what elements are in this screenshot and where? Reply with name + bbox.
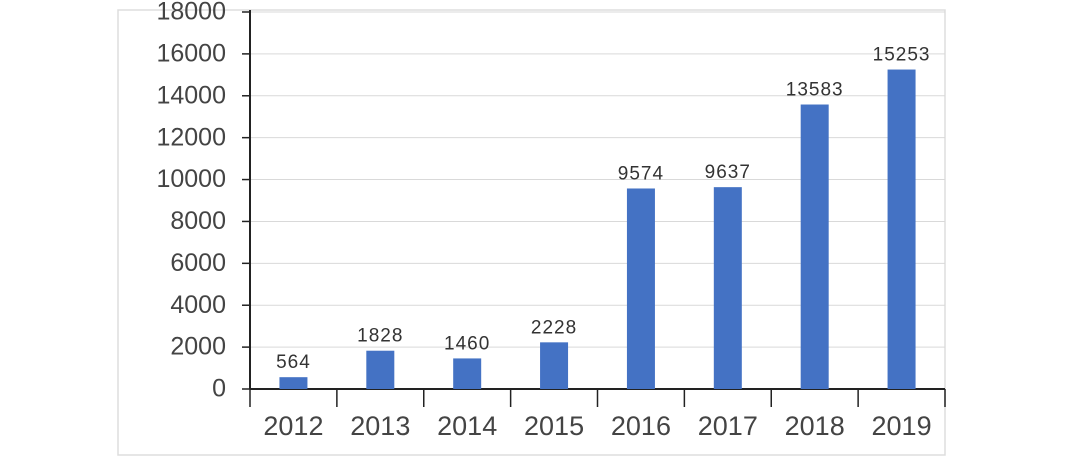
bar [887, 69, 916, 389]
data-label: 2228 [531, 317, 577, 338]
bar [453, 358, 482, 389]
x-tick-label: 2018 [785, 411, 845, 441]
bar [540, 342, 569, 389]
data-label: 15253 [873, 45, 931, 66]
data-label: 9637 [705, 162, 751, 183]
x-tick-label: 2014 [437, 411, 497, 441]
x-tick-label: 2012 [263, 411, 323, 441]
x-tick-label: 2019 [872, 411, 932, 441]
y-tick-label: 14000 [156, 81, 226, 109]
bar [626, 188, 655, 389]
y-tick-label: 12000 [156, 123, 226, 151]
bar [279, 377, 308, 389]
y-tick-label: 10000 [156, 165, 226, 193]
x-tick-label: 2015 [524, 411, 584, 441]
y-tick-label: 2000 [170, 333, 226, 361]
data-label: 9574 [618, 163, 664, 184]
x-tick-label: 2016 [611, 411, 671, 441]
data-label: 564 [276, 352, 311, 373]
bar [366, 350, 395, 389]
bar [713, 187, 742, 389]
data-label: 1460 [444, 333, 490, 354]
y-tick-label: 4000 [170, 291, 226, 319]
y-tick-label: 8000 [170, 207, 226, 235]
x-tick-label: 2017 [698, 411, 758, 441]
y-tick-label: 0 [212, 375, 226, 403]
y-tick-label: 6000 [170, 249, 226, 277]
data-label: 13583 [786, 80, 844, 101]
x-tick-label: 2013 [350, 411, 410, 441]
data-label: 1828 [357, 326, 403, 347]
chart-border [117, 9, 946, 456]
bar [800, 104, 829, 390]
y-tick-label: 16000 [156, 39, 226, 67]
y-tick-label: 18000 [156, 0, 226, 26]
